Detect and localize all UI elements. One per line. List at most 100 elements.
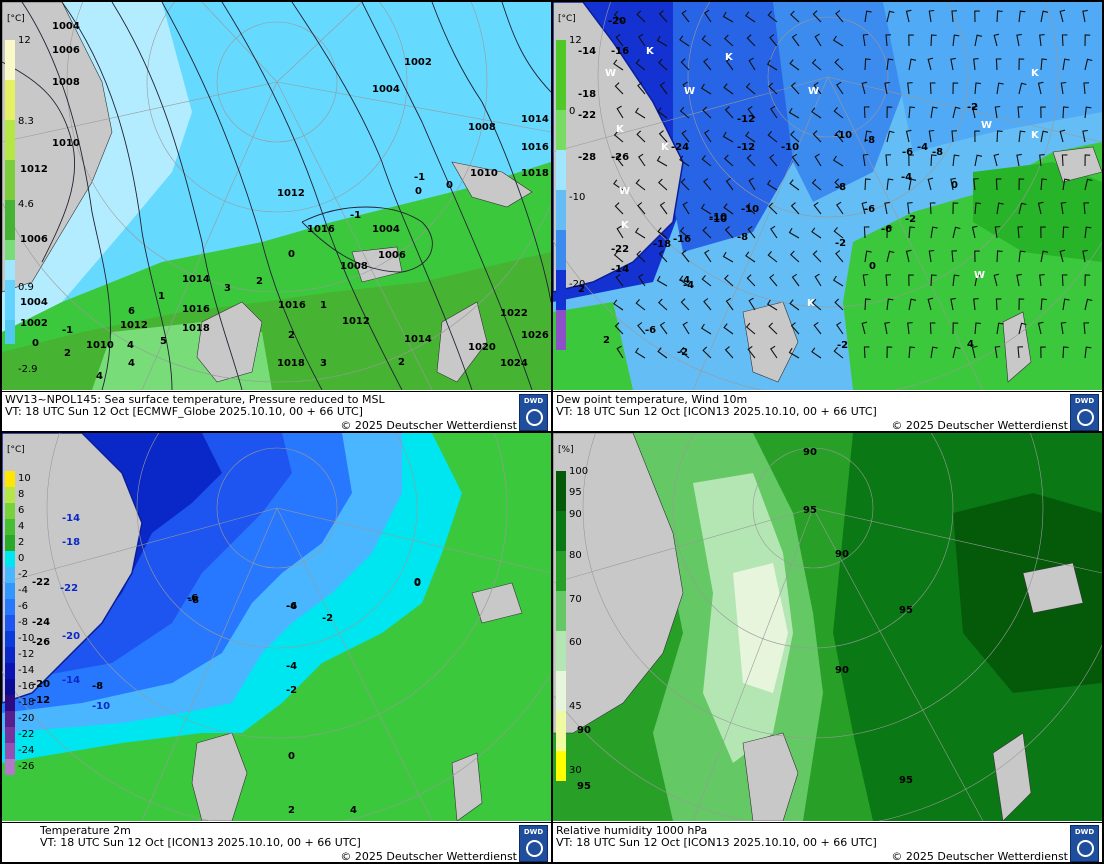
isobar-label: 1014 [182,274,210,285]
dewpoint-label: 2 [578,284,585,295]
isobar-label: 1012 [342,316,370,327]
wind-barb [1040,178,1047,191]
front-marker: W [974,270,986,281]
wind-barb [766,59,778,71]
wind-barb [767,251,778,263]
wind-barb [748,297,756,311]
wind-barb [1040,58,1047,71]
wind-barb [681,9,690,23]
wind-barb [1037,321,1044,335]
wind-barb [767,131,778,143]
wind-barb [995,178,1002,191]
isobar-label: 1016 [278,300,306,311]
dewpoint-label: -6 [881,224,893,235]
isobar-label: 1024 [500,358,528,369]
wind-barb [637,202,646,215]
temperature-label: 0 [414,578,421,589]
wind-barb [886,298,894,311]
front-marker: K [616,124,624,135]
wind-barb [1040,346,1046,359]
dewpoint-label: -4 [917,142,929,153]
isobar-label: 1012 [277,188,305,199]
wind-barb [863,346,870,359]
dewpoint-label: -2 [905,214,917,225]
wind-barb [703,178,712,191]
dewpoint-label: -8 [864,135,876,146]
wind-barb [994,345,1001,359]
wind-barb [680,178,690,191]
wind-barb [724,154,734,167]
wind-barb [700,203,712,215]
dwd-logo: DWD [519,825,548,862]
temperature-label: 0 [288,751,295,762]
wind-barb [886,10,895,23]
wind-barb [791,153,800,167]
wind-barb [1039,274,1045,287]
dewpoint-label: -20 [608,16,627,27]
valid-time: VT: 18 UTC Sun 12 Oct [ICON13 2025.10.10… [556,836,877,849]
temperature-label: -20 [32,679,51,690]
panel-temperature-2m: [°C] Temperature 2m VT: 18 UTC Sun 12 Oc… [2,433,551,862]
wind-barb [928,9,935,23]
wind-barb [703,298,712,311]
wind-barb [1059,129,1066,143]
wind-barb [833,347,844,359]
wind-barb [863,106,870,119]
wind-barb [861,321,868,335]
wind-barb [886,346,893,359]
wind-barb [1040,130,1049,143]
wind-barb [745,82,756,95]
wind-barb [701,275,712,287]
wind-barb [657,227,668,239]
wind-barb [952,346,961,359]
legend-label: -8 [18,617,28,628]
dewpoint-label: -28 [578,152,597,163]
wind-barb [766,299,778,311]
wind-barb [723,323,734,335]
wind-barb [789,179,800,191]
dewpoint-label: -6 [902,147,914,158]
legend-unit: [°C] [558,14,576,24]
wind-barb [886,226,893,239]
wind-barb [615,273,624,287]
wind-barb [724,106,734,119]
isobar-label: 1012 [20,164,48,175]
sst-label: 0 [446,180,453,191]
sst-label: 3 [320,358,327,369]
wind-barb [1037,81,1044,95]
dewpoint-label: -4 [901,172,913,183]
dewpoint-label: -24 [671,142,690,153]
sst-map [2,2,551,390]
wind-barb [657,347,668,359]
front-marker: K [807,298,815,309]
legend-label: 8.3 [18,116,34,127]
wind-barb [908,58,917,71]
dewpoint-label: -22 [611,244,630,255]
legend-label: 12 [18,35,31,46]
legend-label: 30 [569,765,582,776]
isobar-label: 1010 [470,168,498,179]
legend-label: -10 [569,192,586,203]
wind-barb [1061,274,1068,287]
humidity-map [553,433,1102,821]
dewpoint-label: -8 [737,232,749,243]
wind-barb [974,34,983,47]
front-marker: W [619,186,631,197]
isobar-label: 1010 [86,340,114,351]
wind-barb [768,202,778,215]
legend-label: -18 [18,697,35,708]
wind-barb [680,58,690,71]
legend-unit: [%] [558,445,574,455]
isobar-label: 1016 [307,224,335,235]
wind-barb [930,226,938,239]
copyright: © 2025 Deutscher Wetterdienst [891,419,1068,431]
wind-barb [971,225,978,239]
wind-barb [1040,10,1049,23]
front-marker: K [1031,130,1039,141]
wind-barb [613,10,624,23]
legend-label: 0.9 [18,282,34,293]
wind-barb [1062,298,1070,311]
temperature-label: -24 [32,617,51,628]
sst-label: 1 [158,291,165,302]
wind-barb [974,322,981,335]
